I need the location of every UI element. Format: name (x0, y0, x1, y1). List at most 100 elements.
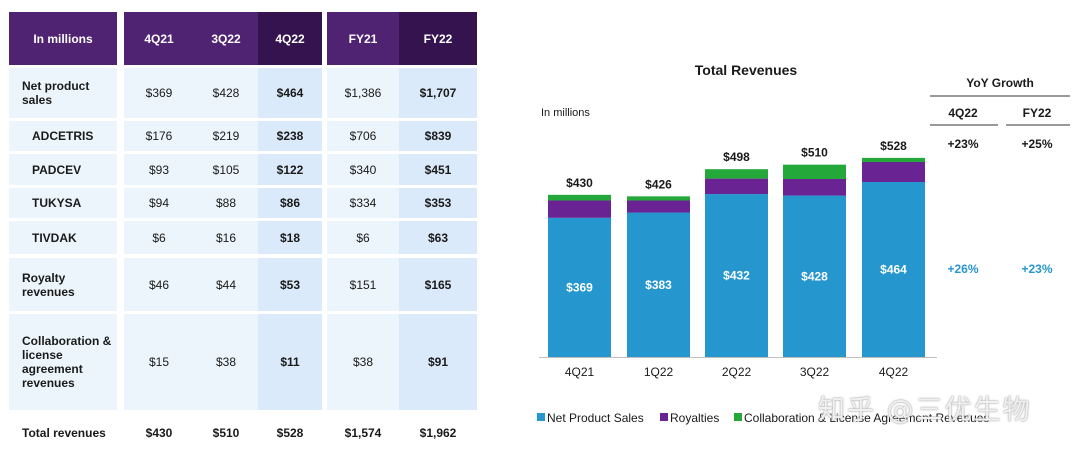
x-tick-label: 4Q21 (565, 365, 595, 379)
bar-value-label: $383 (645, 278, 672, 292)
legend-swatch (660, 413, 668, 421)
table-row: TUKYSA $94 $88 $86 $334 $353 (9, 188, 477, 218)
table-cell: $353 (399, 188, 477, 218)
table-cell: $63 (399, 221, 477, 254)
table-cell: $1,574 (327, 412, 399, 454)
total-revenues-chart: Total Revenues In millions YoY Growth 4Q… (537, 62, 1070, 425)
chart-title: Total Revenues (695, 62, 798, 78)
table-cell: $428 (194, 68, 258, 118)
bar-segment-net-product-sales (627, 212, 690, 357)
table-cell: $340 (327, 154, 399, 185)
yoy-col-4q22: 4Q22 (948, 106, 978, 120)
bar-total-label: $528 (880, 139, 907, 153)
x-tick-label: 1Q22 (644, 365, 674, 379)
watermark: 知乎 @三优生物 (818, 395, 1032, 426)
table-cell: $46 (124, 258, 194, 311)
bar-segment-royalties (548, 200, 611, 218)
table-cell: $16 (194, 221, 258, 254)
bar-segment-collaboration (783, 164, 846, 179)
table-cell: $430 (124, 412, 194, 454)
table-cell: $6 (124, 221, 194, 254)
table-cell: $15 (124, 314, 194, 410)
bar-value-label: $464 (880, 263, 907, 277)
legend-label: Collaboration & License Agreement Revenu… (744, 411, 989, 425)
table-cell: $93 (124, 154, 194, 185)
x-tick-label: 2Q22 (722, 365, 752, 379)
table-cell: $86 (258, 188, 322, 218)
table-cell: $1,386 (327, 68, 399, 118)
table-row-label: ADCETRIS (9, 121, 117, 151)
bar-total-label: $510 (801, 146, 828, 160)
bar-group: $369 $430 4Q21 $383 $426 1Q22 $432 $498 2Q22 $428… (539, 139, 937, 379)
table-row-label: Collaboration & license agreement revenu… (9, 314, 117, 410)
table-header-fy22: FY22 (399, 12, 477, 65)
table-cell: $510 (194, 412, 258, 454)
table-cell: $151 (327, 258, 399, 311)
yoy-total-fy22: +25% (1021, 137, 1052, 151)
bar-segment-net-product-sales (705, 194, 768, 357)
bar-segment-collaboration (548, 194, 611, 201)
bar-segment-royalties (783, 178, 846, 196)
table-cell: $88 (194, 188, 258, 218)
table-row: Net product sales $369 $428 $464 $1,386 $1,70… (9, 68, 477, 118)
table-cell: $839 (399, 121, 477, 151)
yoy-nps-fy22: +23% (1021, 262, 1052, 276)
table-header-4q21: 4Q21 (124, 12, 194, 65)
x-tick-label: 4Q22 (879, 365, 909, 379)
yoy-total-4q22: +23% (947, 137, 978, 151)
chart-legend: Net Product Sales Royalties Collaboration … (537, 411, 989, 425)
table-header-4q22: 4Q22 (258, 12, 322, 65)
table-cell: $105 (194, 154, 258, 185)
bar-segment-net-product-sales (783, 195, 846, 357)
legend-label: Royalties (670, 411, 719, 425)
table-cell: $369 (124, 68, 194, 118)
chart-unit-label: In millions (541, 107, 590, 119)
table-cell: $91 (399, 314, 477, 410)
table-cell: $11 (258, 314, 322, 410)
x-tick-label: 3Q22 (800, 365, 830, 379)
bar-segment-royalties (627, 200, 690, 213)
table-cell: $451 (399, 154, 477, 185)
table-cell: $334 (327, 188, 399, 218)
table-cell: $1,962 (399, 412, 477, 454)
legend-swatch (537, 413, 545, 421)
table-cell: $219 (194, 121, 258, 151)
table-row-label: TIVDAK (9, 221, 117, 254)
table-row: Royalty revenues $46 $44 $53 $151 $165 (9, 258, 477, 311)
table-cell: $53 (258, 258, 322, 311)
bar-segment-collaboration (627, 196, 690, 201)
table-row-label: Royalty revenues (9, 258, 117, 311)
bar-segment-net-product-sales (862, 182, 925, 357)
table-cell: $44 (194, 258, 258, 311)
table-row: PADCEV $93 $105 $122 $340 $451 (9, 154, 477, 185)
legend-label: Net Product Sales (547, 411, 644, 425)
bar-segment-collaboration (862, 157, 925, 163)
legend-swatch (734, 413, 742, 421)
table-cell: $1,707 (399, 68, 477, 118)
table-row: Total revenues $430 $510 $528 $1,574 $1,962 (9, 412, 477, 454)
table-cell: $706 (327, 121, 399, 151)
table-cell: $165 (399, 258, 477, 311)
bar-segment-collaboration (705, 169, 768, 179)
table-cell: $94 (124, 188, 194, 218)
table-cell: $464 (258, 68, 322, 118)
bar-value-label: $369 (566, 280, 593, 294)
yoy-title: YoY Growth (966, 76, 1034, 90)
bar-segment-net-product-sales (548, 217, 611, 357)
table-row: TIVDAK $6 $16 $18 $6 $63 (9, 221, 477, 254)
bar-total-label: $426 (645, 177, 672, 191)
table-row-label: Total revenues (9, 412, 117, 454)
table-row-label: PADCEV (9, 154, 117, 185)
table-cell: $6 (327, 221, 399, 254)
table-row: ADCETRIS $176 $219 $238 $706 $839 (9, 121, 477, 151)
bar-value-label: $428 (801, 269, 828, 283)
bar-segment-royalties (862, 162, 925, 182)
bar-total-label: $430 (566, 176, 593, 190)
bar-total-label: $498 (723, 150, 750, 164)
table-header-3q22: 3Q22 (194, 12, 258, 65)
table-header-row: In millions 4Q21 3Q22 4Q22 FY21 FY22 (9, 12, 477, 65)
table-cell: $18 (258, 221, 322, 254)
bar-segment-royalties (705, 178, 768, 195)
yoy-nps-4q22: +26% (947, 262, 978, 276)
table-cell: $176 (124, 121, 194, 151)
